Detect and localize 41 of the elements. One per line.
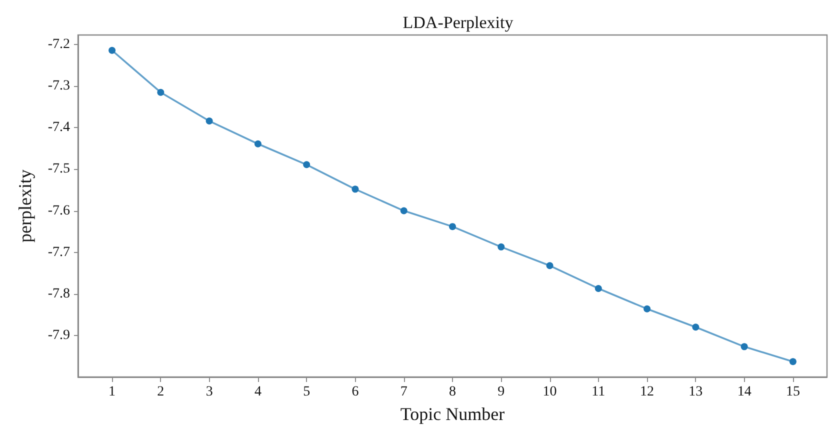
point [449, 223, 456, 230]
point [498, 243, 505, 250]
y-tick-label: -7.7 [48, 244, 70, 260]
y-axis-title: perplexity [15, 170, 35, 242]
point [157, 88, 164, 96]
x-tick-label: 10 [542, 384, 557, 400]
x-tick-label: 13 [688, 384, 703, 400]
point [254, 140, 262, 148]
point [546, 262, 554, 270]
x-tick-label: 3 [206, 384, 213, 400]
point [692, 324, 700, 331]
point [789, 358, 796, 366]
x-tick-label: 14 [737, 384, 752, 400]
point [644, 305, 651, 312]
point [594, 284, 602, 292]
y-tick-label: -7.2 [48, 37, 70, 52]
x-tick-label: 5 [303, 384, 310, 400]
x-tick-label: 1 [108, 384, 116, 400]
x-tick-label: 2 [157, 384, 164, 400]
x-axis-title: Topic Number [400, 404, 505, 424]
x-tick-label: 7 [400, 384, 408, 400]
x-tick-label: 8 [449, 384, 456, 400]
y-tick-label: -7.4 [48, 120, 70, 136]
point [740, 343, 748, 350]
x-tick-label: 4 [254, 384, 262, 400]
y-tick-label: -7.6 [48, 203, 70, 218]
point [400, 207, 408, 214]
point [108, 46, 116, 54]
point [352, 186, 359, 193]
point [206, 118, 213, 125]
x-tick-label: 15 [786, 384, 800, 400]
y-tick-label: -7.8 [48, 286, 70, 302]
point [303, 161, 310, 168]
x-tick-label: 11 [592, 384, 606, 400]
y-tick-label: -7.5 [48, 162, 70, 177]
x-tick-label: 6 [352, 384, 359, 400]
x-tick-label: 12 [640, 384, 654, 400]
x-tick-label: 9 [498, 384, 505, 400]
y-tick-label: -7.3 [48, 78, 70, 94]
y-tick-label: -7.9 [48, 328, 70, 343]
chart-title: LDA-Perplexity [402, 13, 514, 32]
